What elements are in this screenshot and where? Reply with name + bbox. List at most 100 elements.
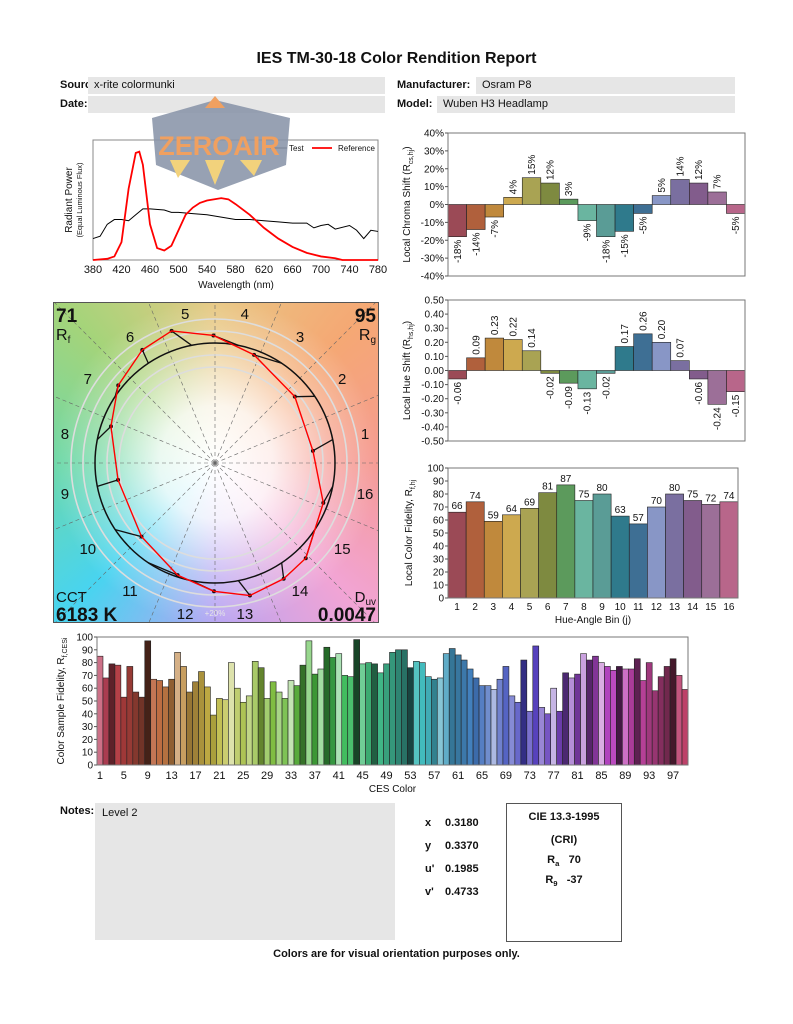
hue-shift-chart-data-label: -0.15 [731,394,742,417]
hue-shift-chart-y-tick: 0.30 [425,324,445,335]
chroma-shift-chart-data-label: 3% [564,182,575,197]
ces-fidelity-chart-bar [120,696,128,766]
fidelity-chart-data-label: 72 [705,493,717,504]
hue-shift-arrow [281,562,285,579]
ces-fidelity-chart-x-tick: 41 [333,770,345,782]
logo-text: ZEROAIR [158,131,280,161]
ces-fidelity-chart-bar [114,664,122,766]
chroma-shift-chart-data-label: 4% [508,180,519,195]
chroma-shift-chart-y-tick: -20% [421,236,444,247]
manufacturer-label: Manufacturer: [397,79,471,91]
duv-value: 0.0047 [318,605,376,626]
ces-fidelity-chart-bar [586,659,593,766]
fidelity-chart-y-label: Local Color Fidelity, Rf,hj [404,479,417,586]
logo-mark [205,96,225,108]
hue-shift-arrow [253,354,282,364]
ces-fidelity-chart-x-tick: 89 [619,770,631,782]
fidelity-chart-x-tick: 9 [599,602,605,613]
ces-fidelity-chart-bar [657,676,665,766]
fidelity-chart-x-label: Hue-Angle Bin (j) [555,615,631,626]
bin-label: 4 [241,306,249,323]
hue-shift-chart-y-tick: 0.50 [425,296,445,307]
hue-shift-chart-data-label: 0.07 [676,338,687,358]
hue-shift-chart: -0.06 0.09 0.23 0.22 0.14 -0.02 -0.09 -0.13 -0.0… [402,296,746,448]
r9-label: R [545,874,554,886]
y-label-end: ) [402,321,413,324]
ra-value: 70 [568,854,581,866]
chroma-shift-chart-data-label: 14% [676,156,687,176]
fidelity-chart-x-tick: 7 [563,602,569,613]
chroma-shift-chart-bar [484,204,504,218]
fidelity-chart-y-tick: 90 [433,477,445,488]
ces-fidelity-chart-bar [132,691,140,766]
hue-shift-chart-bar [559,370,579,384]
ces-fidelity-chart-bar [460,659,468,766]
fidelity-chart-bar [719,501,739,599]
ces-fidelity-chart-x-tick: 1 [97,770,103,782]
ces-fidelity-chart-bar [305,640,313,766]
ces-fidelity-chart-bar [96,655,104,766]
fidelity-chart-x-tick: 3 [491,602,497,613]
chroma-shift-chart-data-label: 12% [694,160,705,180]
chroma-shift-chart-data-label: -18% [601,240,612,263]
ces-fidelity-chart-bar [239,701,247,766]
hue-shift-chart-data-label: -0.02 [601,376,612,399]
chroma-shift-chart-data-label: -9% [583,223,594,241]
chromaticity-x-label: x [425,817,432,829]
ces-fidelity-chart-x-tick: 25 [237,770,249,782]
ces-fidelity-chart-bar [317,668,325,766]
ces-fidelity-chart-bar [556,710,563,766]
report-title: IES TM-30-18 Color Rendition Report [256,50,537,67]
zeroair-logo: ZEROAIR [152,96,290,190]
ces-fidelity-chart-bar [669,658,677,766]
fidelity-chart-y-tick: 100 [427,464,444,475]
ces-fidelity-chart-bar [436,677,444,766]
vector-grid [54,303,378,622]
ces-fidelity-chart-bar [174,652,181,766]
ces-fidelity-chart-x-tick: 9 [145,770,151,782]
duv-sub: uv [365,597,376,608]
ces-fidelity-chart-bar [323,646,331,766]
hue-shift-chart-bar [707,370,727,405]
ces-fidelity-chart-bar [448,648,456,766]
test-polygon [110,330,325,597]
hue-shift-chart-y-tick: -0.40 [421,422,444,433]
ces-fidelity-chart-bar [138,696,146,766]
ces-fidelity-chart-bar [681,689,689,766]
chroma-shift-chart-y-tick: 30% [424,146,444,157]
ces-fidelity-chart-x-tick: 65 [476,770,488,782]
ces-fidelity-chart-bar [419,662,426,766]
ces-fidelity-chart-bar [347,676,354,766]
ces-fidelity-chart-y-tick: 70 [82,671,94,682]
ces-fidelity-chart-x-tick: 21 [213,770,225,782]
ces-fidelity-chart-bar [251,661,259,766]
ces-fidelity-chart-bar [628,668,635,766]
hue-shift-chart-data-label: -0.02 [546,376,557,399]
fidelity-chart-x-tick: 16 [723,602,735,613]
ces-fidelity-chart-bar [425,676,432,766]
ces-fidelity-chart-bar [651,690,659,766]
fidelity-chart-data-label: 74 [723,491,735,502]
ces-fidelity-chart-bar [484,685,492,766]
footer-note: Colors are for visual orientation purpos… [273,948,520,960]
ces-fidelity-chart-x-tick: 81 [571,770,583,782]
rf-label: Rf [56,327,71,346]
chroma-shift-chart-bar [596,204,616,237]
ces-fidelity-chart-x-tick: 13 [165,770,177,782]
ces-fidelity-chart-bar [580,653,587,766]
ces-fidelity-chart-y-tick: 60 [82,684,94,695]
ces-fidelity-chart-bar [592,655,599,766]
fidelity-chart-data-label: 59 [488,510,500,521]
ces-fidelity-chart-bar [514,701,522,766]
ces-fidelity-chart-bar [550,687,557,766]
logo-ray [240,160,262,176]
y-label-text: Local Chroma Shift (R [402,164,413,262]
ces-fidelity-chart-x-tick: 61 [452,770,464,782]
fidelity-chart-bar [592,493,612,599]
ces-fidelity-chart-bar [204,686,211,766]
chroma-shift-chart-bar [670,179,690,205]
fidelity-chart-bar [502,514,521,599]
hue-shift-chart-bar [447,370,467,380]
